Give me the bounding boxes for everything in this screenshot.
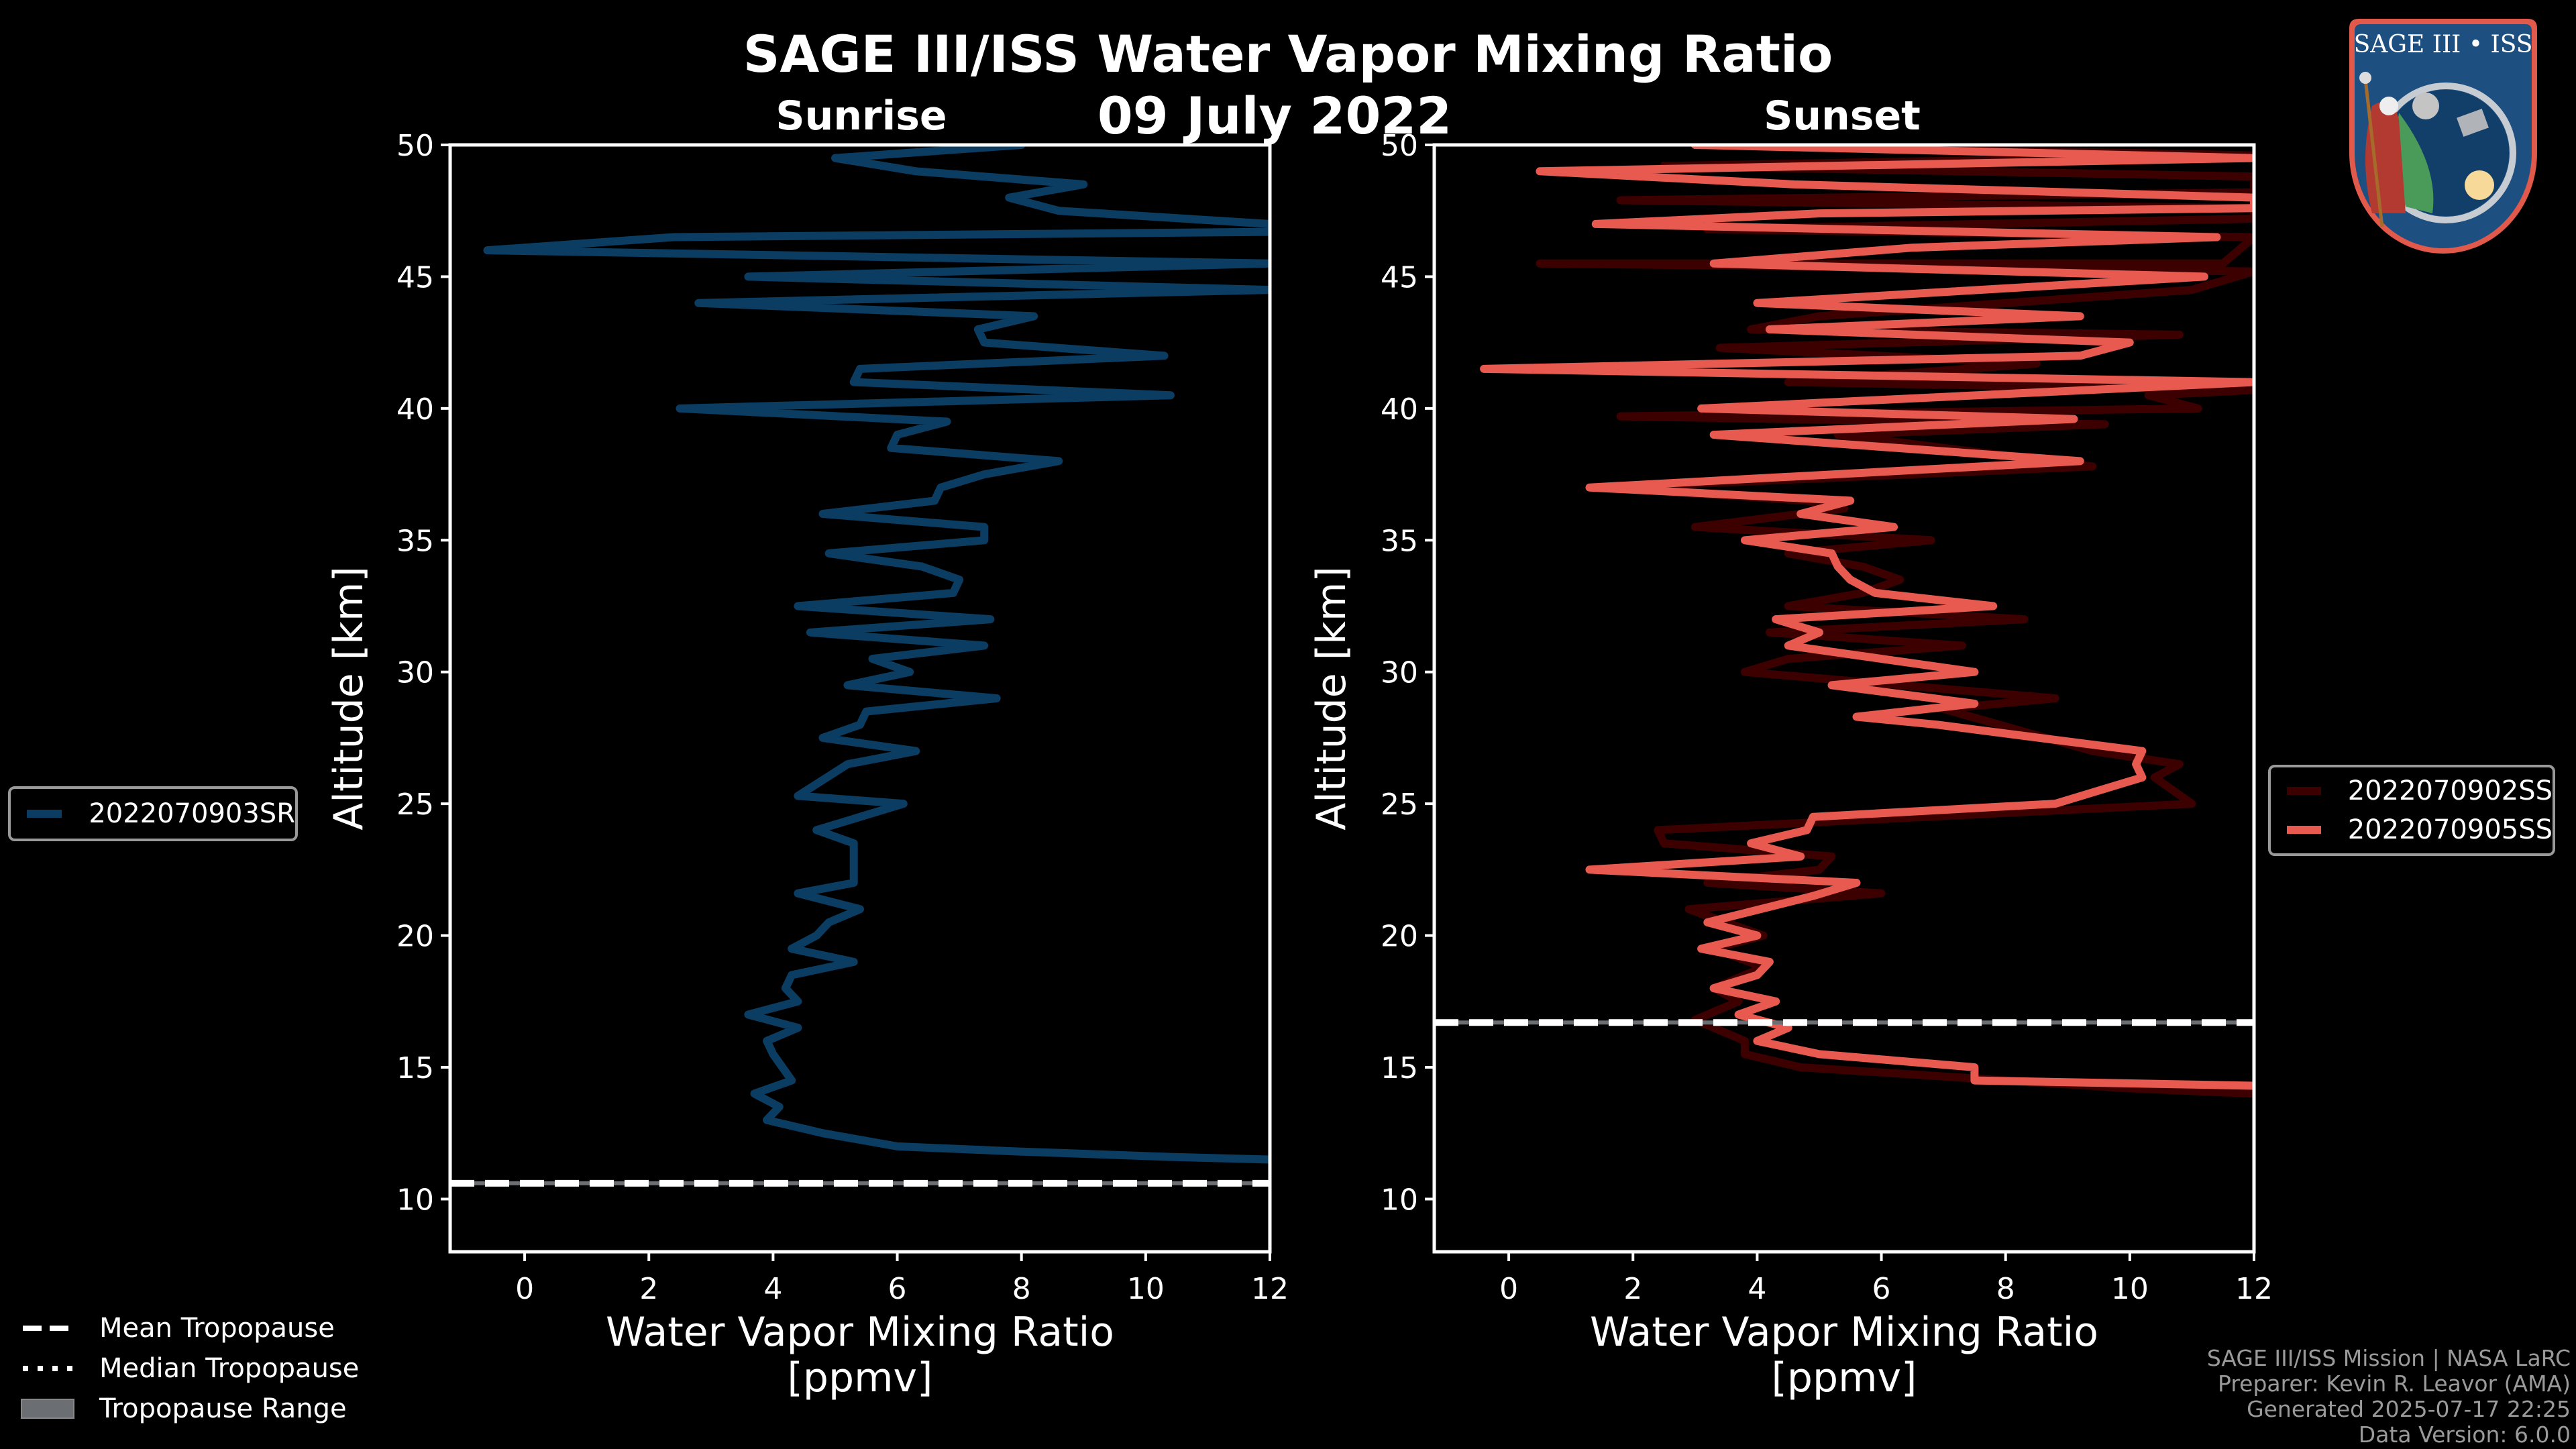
y-tick-label: 30 [396,656,434,690]
series-line-2022070905SS [1480,145,2254,1090]
logo-title: SAGE III • ISS [2354,31,2533,58]
legend-label: Tropopause Range [99,1393,347,1424]
y-tick-label: 50 [396,129,434,163]
legend-swatch [2287,826,2321,834]
legend-item-mean-tropopause: Mean Tropopause [20,1308,359,1348]
series-group [450,145,1270,1187]
y-tick-label: 15 [1381,1051,1418,1085]
legend-item-tropopause-range: Tropopause Range [20,1389,359,1429]
y-tick-label: 45 [396,260,434,294]
dashed-line-icon [23,1326,74,1331]
date-title: 09 July 2022 [1097,86,1452,146]
x-tick-label: 6 [1872,1272,1891,1306]
x-tick-label: 12 [2235,1272,2273,1306]
legend-item-median-tropopause: Median Tropopause [20,1348,359,1389]
y-tick-label: 40 [1381,392,1418,427]
dotted-line-icon [23,1366,74,1371]
x-tick-label: 10 [2111,1272,2149,1306]
wizard-figure [2365,101,2406,213]
x-axis-label: [ppmv] [1772,1354,1917,1401]
chart-title: SAGE III/ISS Water Vapor Mixing Ratio [743,24,1833,84]
x-tick-label: 4 [763,1272,782,1306]
earth-shape [2396,113,2434,213]
sun-icon [2465,170,2494,200]
legend-item-2022070902SS[interactable]: 2022070902SS [2271,771,2553,810]
moon-icon [2412,93,2439,119]
sunrise-legend: 2022070903SR [8,786,298,841]
y-tick-label: 35 [396,524,434,558]
y-tick-label: 25 [1381,788,1418,822]
series-line-2022070903SR [483,145,1270,1164]
legend-label: 2022070903SR [89,798,295,829]
x-tick-label: 8 [1996,1272,2015,1306]
sunset-legend: 2022070902SS 2022070905SS [2268,765,2555,856]
y-tick-label: 35 [1381,524,1418,558]
legend-label: 2022070905SS [2347,814,2553,845]
series-group [1434,145,2254,1098]
series-line-2022070902SS [1536,145,2254,1098]
legend-swatch [27,810,62,818]
legend-label: Mean Tropopause [99,1313,335,1344]
y-axis-label: Altitude [km] [1308,566,1355,830]
x-axis-label: [ppmv] [788,1354,933,1401]
y-tick-label: 10 [396,1183,434,1217]
x-tick-label: 2 [1623,1272,1642,1306]
x-tick-label: 6 [888,1272,907,1306]
tropopause-legend: Mean Tropopause Median Tropopause Tropop… [20,1308,359,1429]
legend-label: 2022070902SS [2347,775,2553,806]
legend-label: Median Tropopause [99,1353,360,1384]
x-tick-label: 8 [1012,1272,1031,1306]
y-tick-label: 20 [1381,920,1418,954]
plot-frame [1432,143,2256,1254]
y-axis-label: Altitude [km] [325,566,372,830]
y-tick-label: 30 [1381,656,1418,690]
footer-version: Data Version: 6.0.0 [2358,1421,2571,1448]
legend-item-2022070905SS[interactable]: 2022070905SS [2271,810,2553,849]
y-tick-label: 25 [396,788,434,822]
legend-item-2022070903SR[interactable]: 2022070903SR [11,794,295,833]
x-tick-label: 12 [1251,1272,1289,1306]
x-tick-label: 4 [1748,1272,1766,1306]
footer-credits: SAGE III/ISS Mission | NASA LaRC Prepare… [2207,1346,2571,1448]
legend-swatch [2287,787,2321,795]
x-axis-label: Water Vapor Mixing Ratio [606,1309,1114,1356]
sunrise-plot: 0 2 4 6 8 10 12 10 15 20 25 30 35 40 45 50 Water Vapor M… [325,129,1289,1401]
y-tick-label: 45 [1381,260,1418,294]
footer-mission: SAGE III/ISS Mission | NASA LaRC [2206,1345,2571,1371]
y-tick-label: 10 [1381,1183,1418,1217]
x-tick-label: 0 [1499,1272,1518,1306]
y-tick-label: 20 [396,920,434,954]
x-tick-label: 10 [1127,1272,1165,1306]
footer-generated: Generated 2025-07-17 22:25 [2247,1396,2571,1422]
x-tick-label: 2 [639,1272,658,1306]
y-tick-label: 50 [1381,129,1418,163]
sage-iii-iss-logo: SAGE III • ISS [2349,19,2537,254]
sunset-plot: 0 2 4 6 8 10 12 10 15 20 25 30 35 40 45 50 Water Vapor M… [1308,129,2273,1401]
y-tick-label: 15 [396,1051,434,1085]
range-fill-icon [21,1399,74,1419]
x-axis-label: Water Vapor Mixing Ratio [1590,1309,2098,1356]
footer-preparer: Preparer: Kevin R. Leavor (AMA) [2218,1371,2571,1397]
sunset-panel-title: Sunset [1764,93,1921,140]
x-tick-label: 0 [515,1272,534,1306]
y-tick-label: 40 [396,392,434,427]
iss-icon [2457,109,2489,137]
plot-frame [448,143,1272,1254]
sunrise-panel-title: Sunrise [775,93,947,140]
